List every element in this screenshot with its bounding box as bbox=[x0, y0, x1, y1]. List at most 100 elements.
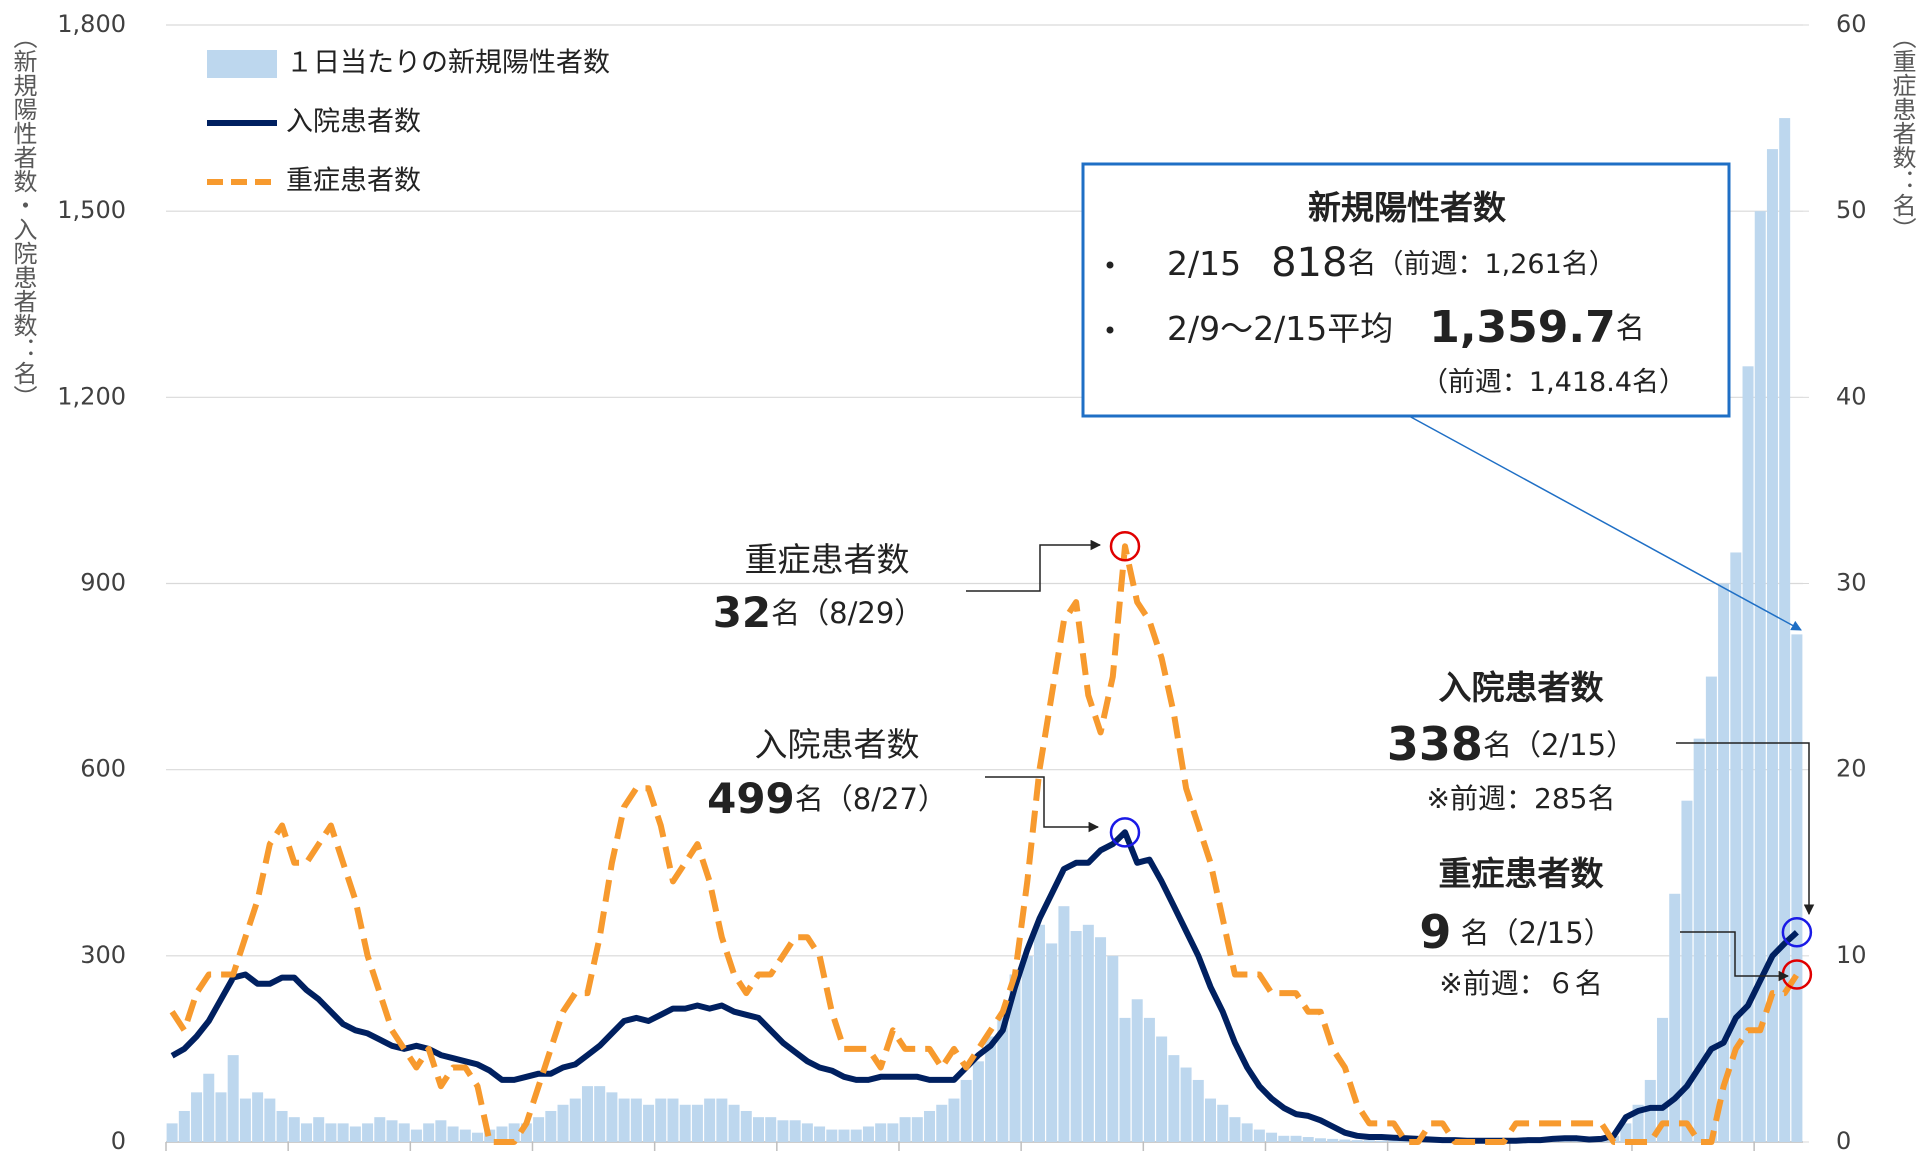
highlight-marker bbox=[1109, 531, 1141, 562]
highlight-marker bbox=[1109, 817, 1141, 848]
bar bbox=[655, 1098, 667, 1142]
bar bbox=[276, 1110, 288, 1142]
bar bbox=[349, 1126, 361, 1142]
bar bbox=[508, 1123, 520, 1142]
bar bbox=[679, 1104, 691, 1142]
bar bbox=[985, 1036, 997, 1142]
bar bbox=[1718, 583, 1730, 1142]
bar bbox=[1314, 1138, 1326, 1142]
text-part: 名 bbox=[1616, 311, 1645, 345]
text-part: 名（8/27） bbox=[795, 782, 947, 816]
bar bbox=[667, 1098, 679, 1142]
bar bbox=[1095, 937, 1107, 1142]
text-part: 32 bbox=[713, 588, 771, 637]
bar bbox=[459, 1129, 471, 1142]
bar bbox=[1681, 800, 1693, 1142]
bar bbox=[1388, 1140, 1400, 1142]
bar bbox=[337, 1123, 349, 1142]
bar bbox=[1168, 1055, 1180, 1142]
dashed-line bbox=[169, 543, 1800, 1145]
connector bbox=[1676, 742, 1815, 916]
bar bbox=[386, 1120, 398, 1142]
bar bbox=[1192, 1079, 1204, 1142]
bar bbox=[960, 1079, 972, 1142]
bar bbox=[203, 1073, 215, 1142]
text-part: 2/15 bbox=[1167, 244, 1241, 283]
bar bbox=[1205, 1098, 1217, 1142]
annotations: 0 300 600 900 1,200 1,500 1,800 0 10 20 30 40 50 60 （新… bbox=[9, 10, 1916, 1153]
bullet bbox=[1106, 261, 1114, 269]
text-part: 名 bbox=[1347, 246, 1376, 280]
bar bbox=[936, 1104, 948, 1142]
bar bbox=[972, 1061, 984, 1142]
bar bbox=[594, 1086, 606, 1142]
bar bbox=[691, 1104, 703, 1142]
bar bbox=[1266, 1132, 1278, 1142]
bar bbox=[1730, 552, 1742, 1142]
bar bbox=[789, 1120, 801, 1142]
bar bbox=[887, 1123, 899, 1142]
bar bbox=[1376, 1140, 1388, 1142]
legend-label: １日当たりの新規陽性者数 bbox=[286, 48, 610, 79]
text-part: （前週：1,261名） bbox=[1376, 249, 1615, 280]
bar bbox=[300, 1123, 312, 1142]
annotation-value: 9 名（2/15） bbox=[1419, 905, 1612, 959]
bar bbox=[618, 1098, 630, 1142]
bar bbox=[997, 1017, 1009, 1142]
bar bbox=[1705, 676, 1717, 1142]
callout-box bbox=[1081, 162, 1731, 418]
bar bbox=[1657, 1017, 1669, 1142]
connector bbox=[1680, 931, 1790, 982]
bar bbox=[325, 1123, 337, 1142]
bar bbox=[740, 1110, 752, 1142]
text-part: 338 bbox=[1387, 717, 1483, 771]
bar bbox=[215, 1092, 227, 1142]
bar bbox=[1119, 1017, 1131, 1142]
bar bbox=[178, 1110, 190, 1142]
legend-label: 入院患者数 bbox=[286, 107, 421, 138]
bar bbox=[581, 1086, 593, 1142]
bar bbox=[545, 1110, 557, 1142]
bar bbox=[1363, 1140, 1375, 1142]
bar bbox=[728, 1104, 740, 1142]
bar bbox=[166, 1123, 178, 1142]
annotation-label: 入院患者数 bbox=[1439, 668, 1605, 707]
bar bbox=[569, 1098, 581, 1142]
text-part: ※前週：６名 bbox=[1439, 967, 1602, 1000]
text-part: 499 bbox=[707, 774, 795, 823]
plot bbox=[166, 118, 1803, 1145]
bar bbox=[1742, 366, 1754, 1142]
bar bbox=[899, 1117, 911, 1142]
bar bbox=[643, 1104, 655, 1142]
connector bbox=[985, 776, 1100, 833]
bar bbox=[435, 1120, 447, 1142]
bar bbox=[1107, 955, 1119, 1142]
bar bbox=[1400, 1140, 1412, 1142]
bar bbox=[264, 1098, 276, 1142]
y-tick-label: 1,200 bbox=[57, 382, 126, 410]
bar bbox=[398, 1123, 410, 1142]
bar bbox=[1669, 893, 1681, 1142]
text-part: 818 bbox=[1271, 240, 1347, 286]
bar bbox=[447, 1126, 459, 1142]
bar bbox=[1302, 1137, 1314, 1142]
bar bbox=[1070, 931, 1082, 1142]
bar bbox=[826, 1129, 838, 1142]
callout-title: 新規陽性者数 bbox=[1308, 188, 1507, 227]
bar bbox=[777, 1120, 789, 1142]
y2-tick-label: 40 bbox=[1836, 382, 1867, 410]
y2-tick-label: 30 bbox=[1836, 569, 1867, 597]
bar bbox=[1791, 634, 1803, 1142]
annotation-label: 重症患者数 bbox=[1439, 854, 1605, 893]
text-part: 入院患者数 bbox=[755, 725, 920, 764]
bar bbox=[1754, 211, 1766, 1142]
connector bbox=[966, 539, 1102, 592]
y-axis-label: （新規陽性者数・入院患者数：名） bbox=[9, 25, 37, 409]
text-part: 入院患者数 bbox=[1439, 668, 1605, 707]
callout-line: 2/9～2/15平均 1,359.7名 bbox=[1167, 302, 1645, 353]
annotation-note: ※前週：285名 bbox=[1427, 782, 1616, 815]
annotation-value: 32名（8/29） bbox=[713, 588, 924, 637]
bar bbox=[862, 1126, 874, 1142]
bar bbox=[227, 1055, 239, 1142]
